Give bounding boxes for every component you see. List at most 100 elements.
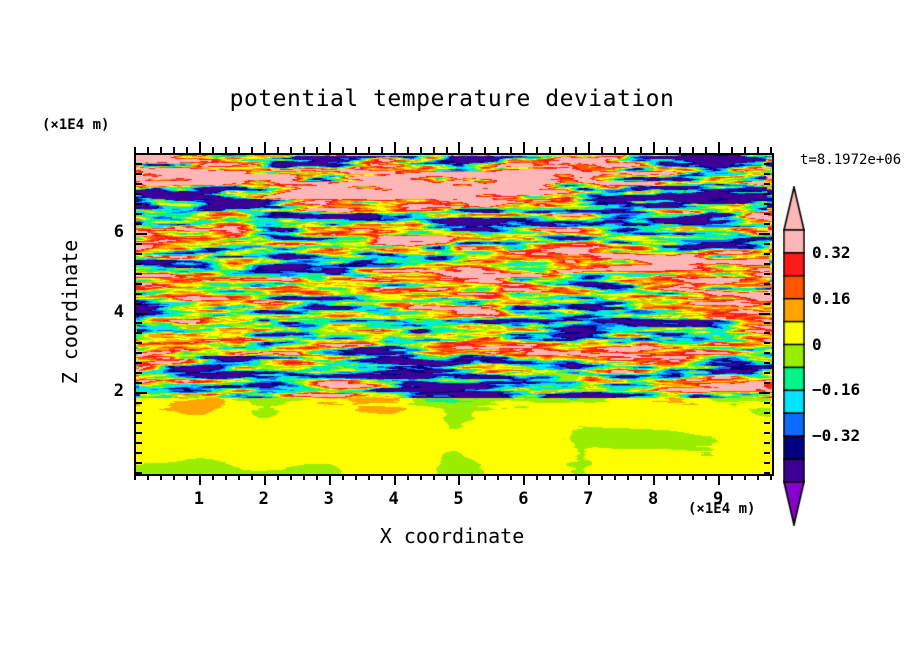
x-tick-minor-top [614, 147, 616, 153]
x-tick-major [394, 474, 396, 485]
x-tick-minor [679, 474, 681, 480]
y-tick-label: 2 [113, 381, 124, 402]
y-tick-minor [136, 372, 142, 374]
y-tick-major-right [759, 392, 770, 394]
y-tick-minor-right [764, 253, 770, 255]
x-tick-minor-top [627, 147, 629, 153]
y-tick-minor-right [764, 432, 770, 434]
x-tick-minor-top [744, 147, 746, 153]
x-tick-minor-top [290, 147, 292, 153]
y-tick-minor-right [764, 263, 770, 265]
x-tick-minor [277, 474, 279, 480]
x-tick-minor-top [770, 147, 772, 153]
x-tick-minor-top [225, 147, 227, 153]
y-tick-minor-right [764, 472, 770, 474]
x-tick-major [718, 474, 720, 485]
y-tick-minor-right [764, 203, 770, 205]
y-tick-minor [136, 283, 142, 285]
x-axis-title: X coordinate [379, 524, 525, 548]
x-tick-minor [497, 474, 499, 480]
x-tick-minor-top [497, 147, 499, 153]
x-tick-label: 3 [323, 489, 334, 509]
plot-area[interactable] [134, 153, 774, 476]
x-tick-minor [666, 474, 668, 480]
x-tick-minor [744, 474, 746, 480]
y-tick-minor [136, 263, 142, 265]
x-tick-minor-top [355, 147, 357, 153]
x-tick-minor [342, 474, 344, 480]
x-tick-minor-top [510, 147, 512, 153]
y-tick-minor [136, 462, 142, 464]
x-tick-minor [692, 474, 694, 480]
x-tick-label: 2 [258, 489, 269, 509]
x-tick-minor [705, 474, 707, 480]
x-tick-minor-top [381, 147, 383, 153]
y-tick-minor [136, 352, 142, 354]
y-tick-minor-right [764, 213, 770, 215]
x-tick-minor-top [134, 147, 136, 153]
x-tick-minor [562, 474, 564, 480]
y-tick-major [136, 392, 147, 394]
x-tick-minor [407, 474, 409, 480]
y-tick-minor-right [764, 273, 770, 275]
x-axis-unit-label: (×1E4 m) [688, 501, 756, 517]
x-tick-minor [640, 474, 642, 480]
x-tick-major-top [329, 142, 331, 153]
x-tick-label: 4 [388, 489, 399, 509]
x-tick-minor-top [757, 147, 759, 153]
y-tick-label: 4 [113, 301, 124, 322]
x-tick-minor-top [601, 147, 603, 153]
y-tick-minor-right [764, 223, 770, 225]
y-tick-major [136, 233, 147, 235]
colorbar[interactable] [783, 186, 805, 526]
x-tick-major [199, 474, 201, 485]
x-tick-minor-top [433, 147, 435, 153]
y-tick-minor [136, 452, 142, 454]
y-tick-minor [136, 173, 142, 175]
x-tick-minor-top [666, 147, 668, 153]
x-tick-major [653, 474, 655, 485]
x-tick-minor [484, 474, 486, 480]
temperature-field-canvas [136, 155, 772, 474]
colorbar-tick-label: 0.16 [812, 288, 851, 308]
y-tick-minor-right [764, 293, 770, 295]
x-tick-minor [731, 474, 733, 480]
x-tick-minor [627, 474, 629, 480]
x-tick-label: 8 [648, 489, 659, 509]
x-tick-major-top [523, 142, 525, 153]
colorbar-canvas [783, 186, 805, 526]
y-tick-minor-right [764, 173, 770, 175]
y-tick-minor [136, 412, 142, 414]
y-tick-minor [136, 153, 142, 155]
x-tick-label: 1 [193, 489, 205, 509]
x-tick-major-top [653, 142, 655, 153]
colorbar-tick-label: 0.32 [812, 242, 851, 262]
x-tick-label: 5 [453, 489, 464, 509]
x-tick-minor-top [446, 147, 448, 153]
x-tick-minor-top [471, 147, 473, 153]
y-tick-minor-right [764, 332, 770, 334]
x-tick-minor-top [562, 147, 564, 153]
x-tick-major [588, 474, 590, 485]
x-tick-major-top [199, 142, 201, 153]
y-tick-minor [136, 432, 142, 434]
x-tick-minor [575, 474, 577, 480]
x-tick-minor [303, 474, 305, 480]
x-tick-minor-top [679, 147, 681, 153]
y-tick-minor-right [764, 283, 770, 285]
y-tick-minor [136, 223, 142, 225]
y-tick-minor-right [764, 352, 770, 354]
x-tick-minor [290, 474, 292, 480]
x-tick-minor-top [575, 147, 577, 153]
x-tick-minor [173, 474, 175, 480]
x-tick-minor [446, 474, 448, 480]
x-tick-minor [368, 474, 370, 480]
y-tick-minor-right [764, 372, 770, 374]
x-tick-minor-top [212, 147, 214, 153]
x-tick-minor-top [407, 147, 409, 153]
y-axis-title: Z coordinate [58, 239, 82, 385]
x-tick-major-top [458, 142, 460, 153]
y-tick-minor [136, 273, 142, 275]
x-tick-minor-top [420, 147, 422, 153]
x-tick-minor [549, 474, 551, 480]
